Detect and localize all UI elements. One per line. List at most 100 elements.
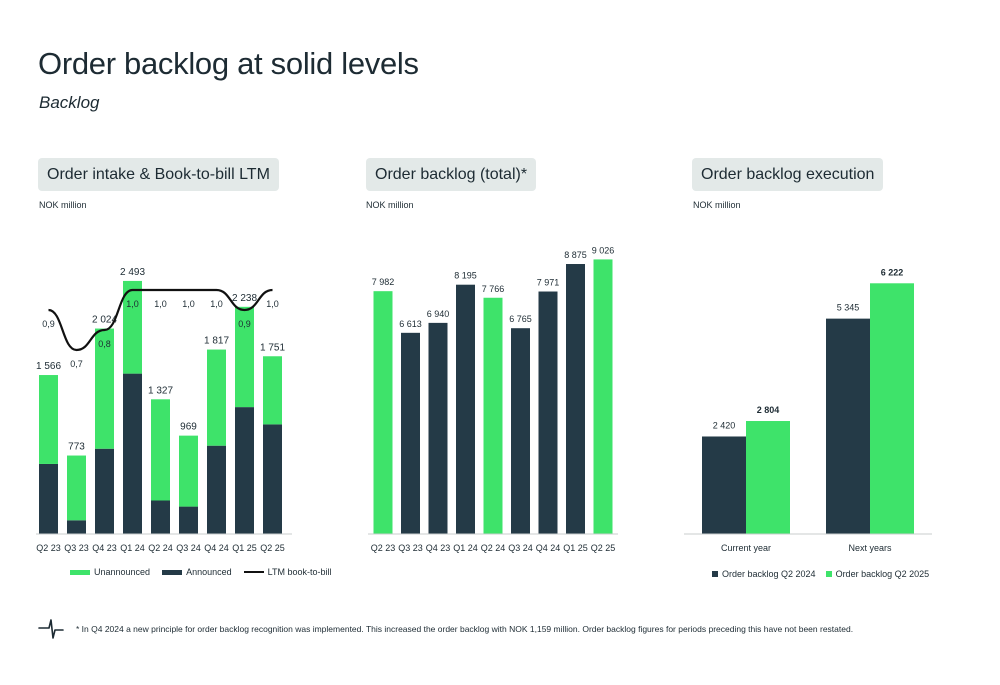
- legend-order-intake: Unannounced Announced LTM book-to-bill: [70, 567, 331, 577]
- legend-swatch-book-to-bill: [243, 571, 264, 573]
- line-label-4: 1,0: [154, 299, 167, 309]
- exec-value-label-0-1: 2 804: [757, 405, 780, 415]
- page-title: Order backlog at solid levels: [38, 46, 419, 81]
- exec-x-tick-0: Current year: [721, 543, 771, 553]
- total-label-5: 969: [180, 422, 197, 433]
- backlog-value-label-6: 7 971: [537, 278, 560, 288]
- line-label-1: 0,7: [70, 359, 83, 369]
- panel-title-backlog-execution: Order backlog execution: [692, 158, 884, 191]
- backlog-x-tick-6: Q4 24: [536, 543, 561, 553]
- backlog-x-tick-4: Q2 24: [481, 543, 506, 553]
- backlog-value-label-8: 9 026: [592, 245, 615, 255]
- total-label-7: 2 238: [232, 293, 257, 304]
- bar-unannounced-5: [179, 435, 198, 507]
- bar-unannounced-8: [263, 356, 282, 425]
- exec-value-label-1-1: 6 222: [881, 267, 904, 277]
- bar-announced-3: [123, 373, 142, 534]
- total-label-6: 1 817: [204, 336, 229, 347]
- backlog-value-label-3: 8 195: [454, 271, 477, 281]
- backlog-x-tick-7: Q1 25: [563, 543, 588, 553]
- exec-bar-0-1: [746, 421, 790, 534]
- exec-value-label-1-0: 5 345: [837, 303, 860, 313]
- x-tick-label-2: Q4 23: [92, 543, 117, 553]
- bar-announced-1: [67, 520, 86, 534]
- x-tick-label-7: Q1 25: [232, 543, 257, 553]
- bar-unannounced-6: [207, 349, 226, 446]
- bar-unannounced-3: [123, 280, 142, 374]
- legend-swatch-announced: [162, 569, 183, 575]
- total-label-0: 1 566: [36, 361, 61, 372]
- backlog-bar-5: [511, 328, 530, 534]
- backlog-value-label-0: 7 982: [372, 277, 395, 287]
- bar-announced-6: [207, 445, 226, 534]
- line-label-3: 1,0: [126, 299, 139, 309]
- x-tick-label-0: Q2 23: [36, 543, 61, 553]
- line-label-5: 1,0: [182, 299, 195, 309]
- total-label-2: 2 024: [92, 315, 117, 326]
- legend-label-unannounced: Unannounced: [94, 567, 151, 577]
- backlog-x-tick-3: Q1 24: [453, 543, 478, 553]
- unit-label-backlog-execution: NOK million: [693, 200, 741, 210]
- backlog-bar-0: [373, 291, 393, 534]
- legend-item-q2-2025: Order backlog Q2 2025: [825, 569, 930, 579]
- backlog-bar-8: [593, 259, 613, 534]
- legend-backlog-execution: Order backlog Q2 2024 Order backlog Q2 2…: [712, 569, 929, 579]
- backlog-x-tick-2: Q4 23: [426, 543, 451, 553]
- page-subtitle: Backlog: [39, 93, 100, 112]
- bar-announced-5: [179, 506, 198, 534]
- bar-unannounced-0: [39, 375, 58, 464]
- backlog-x-tick-0: Q2 23: [371, 543, 396, 553]
- exec-bar-1-0: [826, 318, 870, 534]
- backlog-bar-6: [538, 291, 558, 534]
- line-label-8: 1,0: [266, 299, 279, 309]
- total-label-3: 2 493: [120, 267, 145, 278]
- backlog-value-label-5: 6 765: [509, 314, 532, 324]
- legend-swatch-q2-2025: [825, 571, 832, 577]
- legend-label-book-to-bill: LTM book-to-bill: [267, 567, 332, 577]
- line-book-to-bill: [48, 288, 273, 352]
- line-label-7: 0,9: [238, 319, 251, 329]
- legend-label-q2-2024: Order backlog Q2 2024: [722, 569, 816, 579]
- bar-announced-7: [235, 407, 254, 534]
- x-tick-label-8: Q2 25: [260, 543, 285, 553]
- legend-item-q2-2024: Order backlog Q2 2024: [712, 569, 816, 579]
- backlog-value-label-7: 8 875: [564, 250, 587, 260]
- panel-title-order-backlog: Order backlog (total)*: [366, 158, 537, 191]
- line-label-2: 0,8: [98, 339, 111, 349]
- backlog-bar-4: [483, 297, 503, 534]
- bar-announced-0: [39, 463, 58, 534]
- bar-announced-4: [151, 500, 170, 534]
- x-tick-label-5: Q3 24: [176, 543, 201, 553]
- legend-item-unannounced: Unannounced: [70, 567, 150, 577]
- panel-title-order-intake: Order intake & Book-to-bill LTM: [38, 158, 279, 191]
- backlog-x-tick-8: Q2 25: [591, 543, 616, 553]
- bar-unannounced-4: [151, 399, 170, 501]
- backlog-value-label-2: 6 940: [427, 309, 450, 319]
- backlog-bar-7: [566, 264, 585, 534]
- total-label-8: 1 751: [260, 342, 285, 353]
- backlog-bar-2: [428, 322, 448, 534]
- legend-item-announced: Announced: [162, 567, 232, 577]
- exec-x-tick-1: Next years: [848, 543, 892, 553]
- stylized-plus-logo-icon: [38, 619, 64, 639]
- legend-swatch-unannounced: [70, 569, 90, 575]
- legend-item-book-to-bill: LTM book-to-bill: [243, 567, 332, 577]
- line-label-0: 0,9: [42, 319, 55, 329]
- bar-unannounced-2: [95, 328, 114, 449]
- legend-label-announced: Announced: [186, 567, 232, 577]
- exec-bar-1-1: [870, 283, 914, 534]
- backlog-value-label-1: 6 613: [399, 319, 422, 329]
- exec-bar-0-0: [702, 436, 746, 534]
- legend-swatch-q2-2024: [712, 571, 718, 577]
- bar-unannounced-7: [235, 306, 254, 408]
- x-tick-label-4: Q2 24: [148, 543, 173, 553]
- line-label-6: 1,0: [210, 299, 223, 309]
- total-label-4: 1 327: [148, 385, 173, 396]
- exec-value-label-0-0: 2 420: [713, 420, 736, 430]
- x-tick-label-3: Q1 24: [120, 543, 145, 553]
- bar-unannounced-1: [67, 455, 86, 521]
- unit-label-order-backlog: NOK million: [366, 200, 414, 210]
- bar-announced-8: [263, 424, 282, 534]
- legend-label-q2-2025: Order backlog Q2 2025: [835, 569, 930, 579]
